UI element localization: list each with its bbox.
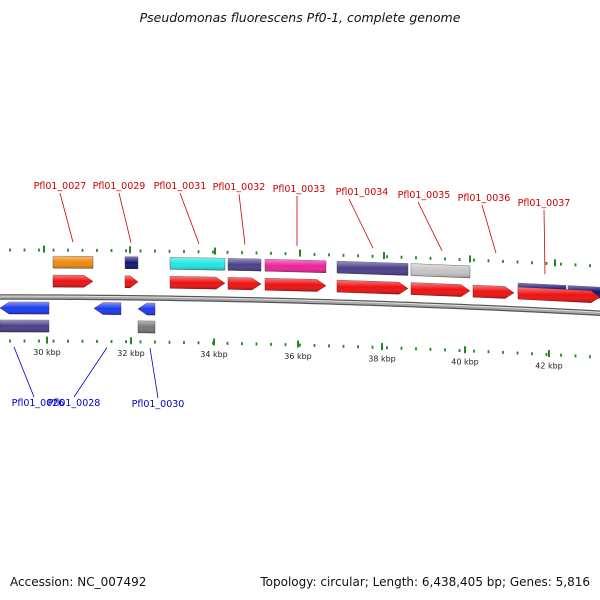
forward-gene-label: Pfl01_0035 [398,190,451,201]
kbp-label: 40 kbp [451,358,479,367]
forward-leader-line [348,198,374,249]
forward-gene-label: Pfl01_0031 [154,181,207,192]
forward-leader-line [179,192,200,244]
forward-cds-arrow-shading [518,287,600,303]
class-block-shading [265,259,326,273]
forward-cds-arrow-shading [125,275,138,288]
forward-cds-arrow-shading [53,275,93,288]
reverse-cds-arrow-shading [94,302,121,315]
reverse-leader-line [13,346,35,398]
forward-leader-line [59,192,74,243]
forward-gene-label: Pfl01_0029 [93,181,146,192]
class-block-shading [170,257,225,271]
kbp-label: 36 kbp [284,352,312,361]
forward-cds-arrow-shading [170,276,225,290]
reverse-leader-line [73,347,108,398]
kbp-label: 32 kbp [117,349,145,358]
class-block-shading [337,261,408,276]
genome-summary: Topology: circular; Length: 6,438,405 bp… [260,575,590,589]
forward-cds-arrow-shading [228,277,261,290]
forward-gene-label: Pfl01_0033 [273,184,326,195]
reverse-gene-label: Pfl01_0030 [132,399,185,410]
genome-backbone [0,295,600,315]
reverse-gene-label: Pfl01_0028 [48,398,101,409]
forward-cds-arrow-shading [411,282,470,297]
forward-leader-line [481,204,497,254]
accession-text: Accession: NC_007492 [10,575,147,589]
kbp-label: 42 kbp [535,362,563,371]
forward-cds-arrow-shading [337,280,408,295]
forward-gene-label: Pfl01_0034 [336,187,389,198]
kbp-label: 38 kbp [368,355,396,364]
class-block-shading [138,320,155,334]
genome-backbone-highlight [0,295,600,313]
reverse-cds-arrow-shading [0,302,49,315]
forward-gene-label: Pfl01_0037 [518,198,571,209]
class-block-shading [125,256,138,269]
forward-cds-arrow-shading [473,285,514,299]
forward-gene-label: Pfl01_0027 [34,181,87,192]
kbp-label: 34 kbp [200,350,228,359]
forward-leader-line [417,201,443,251]
forward-leader-line [238,193,246,245]
class-block-shading [0,320,49,333]
forward-leader-line [118,192,132,243]
genome-title: Pseudomonas fluorescens Pf0-1, complete … [139,10,461,25]
reverse-cds-arrow-shading [138,303,155,316]
forward-gene-label: Pfl01_0032 [213,182,266,193]
class-block-shading [228,258,261,272]
kbp-label: 30 kbp [33,348,61,357]
reverse-gene-label: Pfl01_0026 [12,398,65,409]
forward-leader-line [543,209,546,275]
genome-backbone-outline [0,294,600,316]
forward-gene-label: Pfl01_0036 [458,193,511,204]
class-block-shading [53,256,93,269]
forward-cds-arrow-shading [265,278,326,292]
reverse-leader-line [149,347,159,399]
class-block-shading [411,263,470,278]
